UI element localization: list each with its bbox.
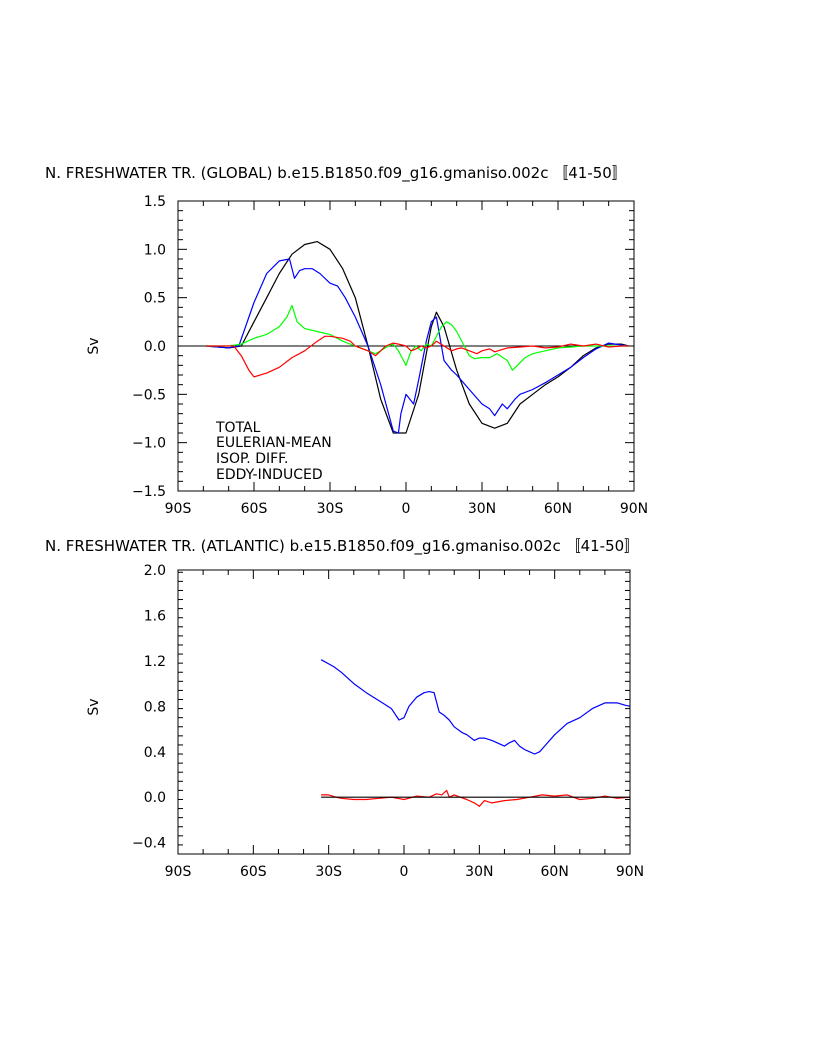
x-tick-label: 60N	[541, 864, 569, 880]
legend-entry-total: TOTAL	[215, 420, 261, 436]
x-tick-label: 30N	[465, 864, 493, 880]
y-tick-label: 1.2	[144, 654, 166, 670]
y-tick-label: 1.5	[144, 194, 166, 210]
global-ticks: 90S 60S 30S 0 30N 60N 90N −1.5 −1.0 −0.5 0.0 0.5 1.0…	[132, 194, 648, 517]
series-line-total	[205, 241, 630, 434]
x-tick-label: 30S	[317, 501, 344, 517]
x-tick-label: 60S	[240, 864, 267, 880]
global-ylabel: Sv	[86, 337, 102, 354]
global-panel: N. FRESHWATER TR. (GLOBAL) b.e15.B1850.f…	[45, 164, 648, 517]
x-tick-label: 60N	[544, 501, 572, 517]
y-tick-label: 0.8	[144, 699, 166, 715]
y-tick-label: 0.5	[144, 291, 166, 307]
y-tick-label: −0.5	[132, 387, 166, 403]
atlantic-panel: N. FRESHWATER TR. (ATLANTIC) b.e15.B1850…	[45, 537, 644, 880]
x-tick-label: 60S	[241, 501, 268, 517]
atlantic-ylabel: Sv	[86, 698, 102, 715]
y-tick-label: −0.4	[132, 836, 166, 852]
global-title: N. FRESHWATER TR. (GLOBAL) b.e15.B1850.f…	[45, 164, 627, 183]
atlantic-series	[320, 659, 631, 807]
series-line-0	[320, 659, 631, 755]
x-tick-label: 90S	[165, 864, 192, 880]
x-tick-label: 0	[402, 501, 411, 517]
atlantic-ticks: 90S 60S 30S 0 30N 60N 90N −0.4 0.0 0.4 0.8 1.2 1.6 2.…	[132, 563, 644, 880]
x-tick-label: 0	[400, 864, 409, 880]
y-tick-label: −1.0	[132, 436, 166, 452]
y-tick-label: −1.5	[132, 484, 166, 500]
y-tick-label: 2.0	[144, 563, 166, 579]
x-tick-label: 90N	[620, 501, 648, 517]
x-tick-label: 90N	[616, 864, 644, 880]
legend-entry-eddy-induced: EDDY-INDUCED	[216, 467, 323, 483]
global-legend: TOTAL EULERIAN-MEAN ISOP. DIFF. EDDY-IND…	[215, 420, 332, 483]
y-tick-label: 0.4	[144, 745, 166, 761]
x-tick-label: 30N	[468, 501, 496, 517]
x-tick-label: 30S	[315, 864, 342, 880]
series-line-eulerian-mean	[205, 258, 629, 434]
legend-entry-isop-diff: ISOP. DIFF.	[216, 451, 288, 467]
legend-entry-eulerian-mean: EULERIAN-MEAN	[216, 435, 332, 451]
series-line-1	[321, 789, 631, 807]
series-line-eddy-induced	[205, 335, 629, 378]
y-tick-label: 0.0	[144, 790, 166, 806]
global-plot-frame	[177, 200, 635, 492]
global-series	[205, 241, 630, 434]
atlantic-plot-frame	[177, 569, 631, 855]
series-line-isop-diff	[205, 304, 629, 371]
y-tick-label: 1.6	[144, 608, 166, 624]
x-tick-label: 90S	[165, 501, 192, 517]
y-tick-label: 1.0	[144, 242, 166, 258]
y-tick-label: 0.0	[144, 339, 166, 355]
atlantic-title: N. FRESHWATER TR. (ATLANTIC) b.e15.B1850…	[45, 537, 639, 556]
